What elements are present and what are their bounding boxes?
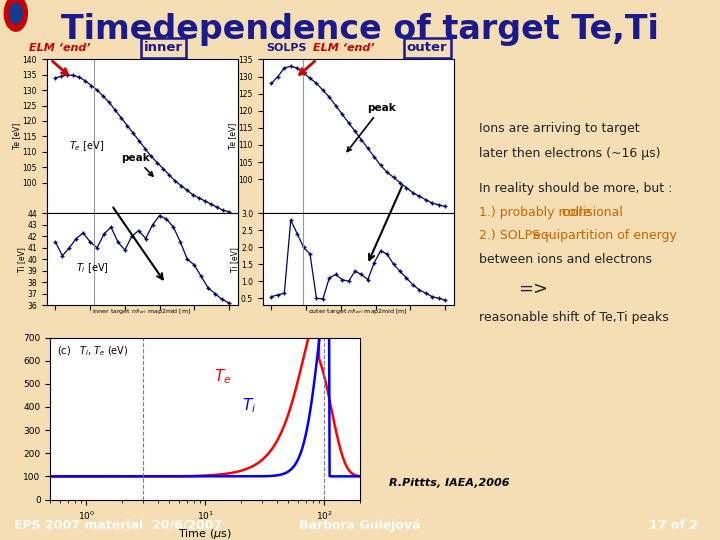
Text: collisional: collisional — [562, 206, 624, 219]
Text: 1.) probably more: 1.) probably more — [479, 206, 595, 219]
Text: =>: => — [518, 280, 549, 298]
Text: outer target $nf_{(ar)}$ map2mid [m]: outer target $nf_{(ar)}$ map2mid [m] — [308, 308, 408, 316]
Text: peak: peak — [122, 153, 153, 176]
Text: (c)   $T_i$, $T_e$ (eV): (c) $T_i$, $T_e$ (eV) — [57, 344, 128, 357]
Text: ELM ‘end’: ELM ‘end’ — [313, 43, 375, 53]
Text: peak: peak — [347, 103, 395, 152]
Text: Ions are arriving to target: Ions are arriving to target — [479, 122, 639, 136]
Text: In reality should be more, but :: In reality should be more, but : — [479, 181, 672, 195]
Text: $T_i$: $T_i$ — [243, 396, 256, 415]
Text: ELM ‘end’: ELM ‘end’ — [29, 43, 91, 53]
Y-axis label: Ti [eV]: Ti [eV] — [230, 247, 240, 272]
Text: 2.) SOLPS –: 2.) SOLPS – — [479, 228, 554, 242]
Y-axis label: Ti [eV]: Ti [eV] — [17, 247, 26, 272]
Text: $T_e$ [eV]: $T_e$ [eV] — [69, 139, 104, 153]
Y-axis label: Te [eV]: Te [eV] — [12, 123, 21, 150]
Ellipse shape — [9, 3, 22, 24]
Y-axis label: Te [eV]: Te [eV] — [228, 123, 237, 150]
Text: inner target $nf_{(ar)}$ map2mid [m]: inner target $nf_{(ar)}$ map2mid [m] — [92, 308, 192, 316]
Text: reasonable shift of Te,Ti peaks: reasonable shift of Te,Ti peaks — [479, 311, 669, 325]
Text: outer: outer — [407, 41, 447, 55]
X-axis label: Time ($\mu$s): Time ($\mu$s) — [179, 527, 232, 540]
Text: EPS 2007 material  20/6/2007: EPS 2007 material 20/6/2007 — [14, 518, 222, 532]
Text: later then electrons (~16 μs): later then electrons (~16 μs) — [479, 146, 660, 160]
Text: Timedependence of target Te,Ti: Timedependence of target Te,Ti — [61, 13, 659, 46]
Text: 17 of 2: 17 of 2 — [649, 518, 698, 532]
Text: $T_i$ [eV]: $T_i$ [eV] — [76, 261, 109, 274]
Ellipse shape — [4, 0, 27, 31]
Text: R.Pittts, IAEA,2006: R.Pittts, IAEA,2006 — [389, 478, 509, 488]
Text: between ions and electrons: between ions and electrons — [479, 253, 652, 266]
Text: SOLPS: SOLPS — [266, 43, 307, 53]
Text: Barbora Gulejová: Barbora Gulejová — [300, 518, 420, 532]
Text: equipartition of energy: equipartition of energy — [533, 228, 677, 242]
Text: inner: inner — [144, 41, 183, 55]
Text: $T_e$: $T_e$ — [215, 367, 232, 386]
